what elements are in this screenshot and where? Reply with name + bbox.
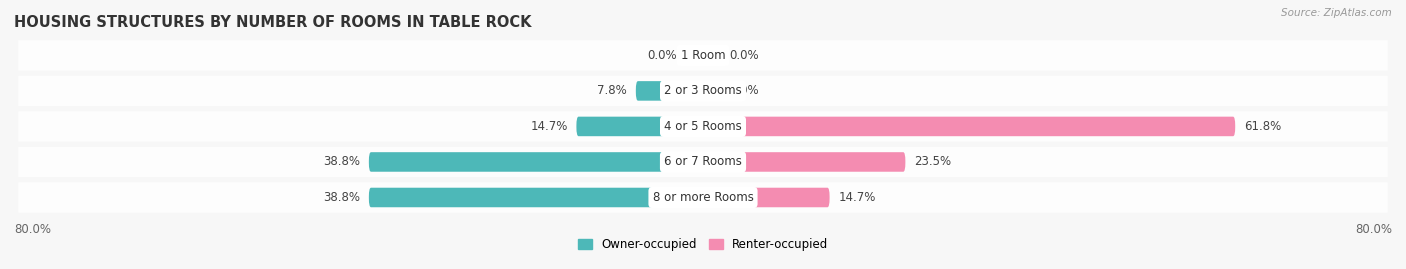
Text: 14.7%: 14.7% [530, 120, 568, 133]
Text: 4 or 5 Rooms: 4 or 5 Rooms [664, 120, 742, 133]
Text: 80.0%: 80.0% [14, 223, 51, 236]
Text: 38.8%: 38.8% [323, 155, 360, 168]
FancyBboxPatch shape [703, 46, 720, 65]
FancyBboxPatch shape [636, 81, 703, 101]
FancyBboxPatch shape [18, 76, 1388, 106]
FancyBboxPatch shape [703, 117, 1236, 136]
Text: 8 or more Rooms: 8 or more Rooms [652, 191, 754, 204]
FancyBboxPatch shape [703, 188, 830, 207]
Text: 1 Room: 1 Room [681, 49, 725, 62]
Legend: Owner-occupied, Renter-occupied: Owner-occupied, Renter-occupied [572, 234, 834, 256]
FancyBboxPatch shape [18, 182, 1388, 213]
Text: 23.5%: 23.5% [914, 155, 950, 168]
Text: 0.0%: 0.0% [728, 84, 758, 97]
Text: 6 or 7 Rooms: 6 or 7 Rooms [664, 155, 742, 168]
FancyBboxPatch shape [368, 152, 703, 172]
Text: 80.0%: 80.0% [1355, 223, 1392, 236]
FancyBboxPatch shape [703, 81, 720, 101]
Text: HOUSING STRUCTURES BY NUMBER OF ROOMS IN TABLE ROCK: HOUSING STRUCTURES BY NUMBER OF ROOMS IN… [14, 15, 531, 30]
FancyBboxPatch shape [18, 40, 1388, 70]
Text: Source: ZipAtlas.com: Source: ZipAtlas.com [1281, 8, 1392, 18]
Text: 14.7%: 14.7% [838, 191, 876, 204]
FancyBboxPatch shape [576, 117, 703, 136]
FancyBboxPatch shape [18, 147, 1388, 177]
Text: 7.8%: 7.8% [598, 84, 627, 97]
FancyBboxPatch shape [703, 152, 905, 172]
Text: 0.0%: 0.0% [728, 49, 758, 62]
Text: 2 or 3 Rooms: 2 or 3 Rooms [664, 84, 742, 97]
FancyBboxPatch shape [368, 188, 703, 207]
FancyBboxPatch shape [18, 111, 1388, 141]
Text: 0.0%: 0.0% [648, 49, 678, 62]
Text: 38.8%: 38.8% [323, 191, 360, 204]
FancyBboxPatch shape [686, 46, 703, 65]
Text: 61.8%: 61.8% [1244, 120, 1281, 133]
